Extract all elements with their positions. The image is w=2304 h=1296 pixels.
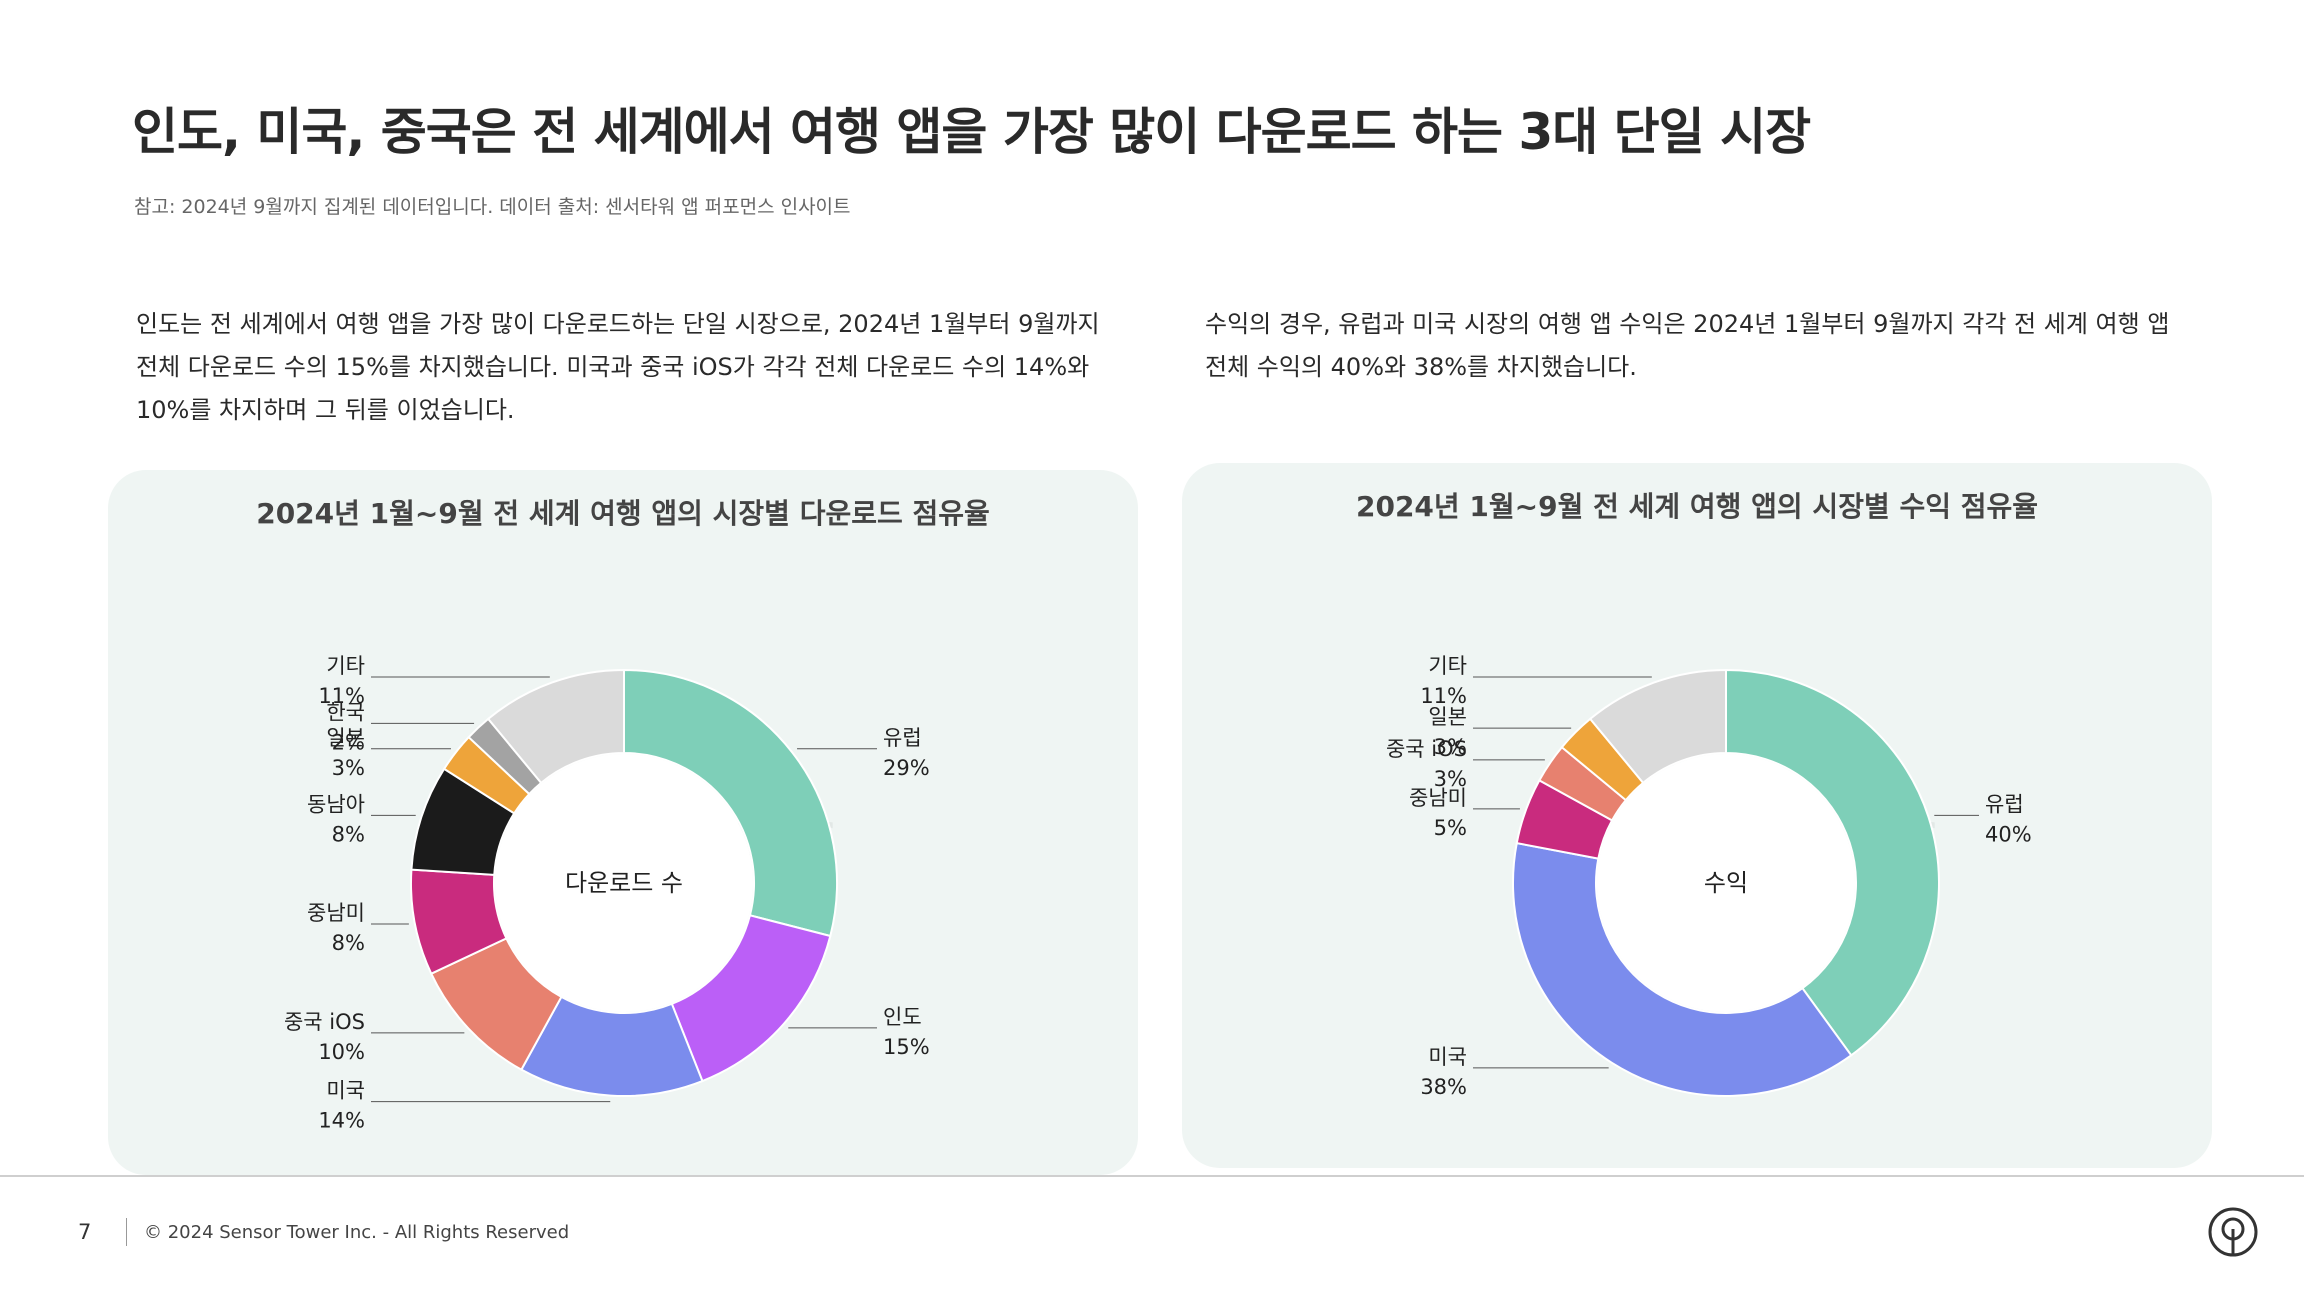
downloads-value-중국-ios: 10% [318, 1040, 365, 1064]
downloads-label-중국-ios: 중국 iOS [284, 1010, 365, 1034]
downloads-value-동남아: 8% [332, 822, 365, 846]
downloads-label-유럽: 유럽 [883, 726, 922, 750]
downloads-label-기타: 기타 [326, 654, 365, 678]
description-revenue: 수익의 경우, 유럽과 미국 시장의 여행 앱 수익은 2024년 1월부터 9… [1205, 310, 2170, 381]
revenue-label-기타: 기타 [1428, 654, 1467, 678]
downloads-value-일본: 3% [332, 756, 365, 780]
revenue-chart-panel: 2024년 1월~9월 전 세계 여행 앱의 시장별 수익 점유율 Sensor… [1182, 463, 2212, 1168]
downloads-value-한국: 2% [332, 730, 365, 754]
footer-separator [126, 1218, 127, 1246]
copyright-text: © 2024 Sensor Tower Inc. - All Rights Re… [144, 1222, 570, 1243]
revenue-label-유럽: 유럽 [1985, 792, 2024, 816]
revenue-value-일본: 3% [1434, 735, 1467, 759]
revenue-value-중국-ios: 3% [1434, 767, 1467, 791]
downloads-label-한국: 한국 [326, 700, 365, 724]
revenue-value-유럽: 40% [1985, 822, 2032, 846]
revenue-value-기타: 11% [1420, 684, 1467, 708]
downloads-center-label: 다운로드 수 [565, 869, 683, 897]
downloads-label-미국: 미국 [326, 1079, 365, 1103]
downloads-value-인도: 15% [883, 1035, 930, 1059]
footer-divider [0, 1175, 2304, 1177]
downloads-value-중남미: 8% [332, 931, 365, 955]
downloads-slice-기타 [486, 668, 625, 785]
revenue-label-미국: 미국 [1428, 1045, 1467, 1069]
downloads-label-일본: 일본 [326, 726, 365, 750]
revenue-slice-미국 [1512, 841, 1853, 1097]
downloads-label-인도: 인도 [883, 1005, 922, 1029]
downloads-chart-title: 2024년 1월~9월 전 세계 여행 앱의 시장별 다운로드 점유율 [256, 497, 990, 530]
page-number: 7 [78, 1220, 92, 1244]
revenue-value-미국: 38% [1420, 1075, 1467, 1099]
downloads-label-동남아: 동남아 [307, 792, 365, 816]
revenue-donut-hole [1597, 754, 1855, 1012]
revenue-slice-유럽 [1725, 668, 1940, 1057]
revenue-label-중남미: 중남미 [1409, 786, 1467, 810]
revenue-center-label: 수익 [1704, 869, 1748, 897]
downloads-slice-유럽 [623, 668, 838, 938]
revenue-slice-기타 [1588, 668, 1727, 785]
downloads-value-유럽: 29% [883, 756, 930, 780]
downloads-label-중남미: 중남미 [307, 901, 365, 925]
sensor-tower-logo-icon [2206, 1205, 2260, 1263]
downloads-donut-hole [495, 754, 753, 1012]
downloads-chart-panel: 2024년 1월~9월 전 세계 여행 앱의 시장별 다운로드 점유율 Sens… [108, 470, 1138, 1175]
description-downloads: 인도는 전 세계에서 여행 앱을 가장 많이 다운로드하는 단일 시장으로, 2… [136, 310, 1100, 424]
revenue-value-중남미: 5% [1434, 816, 1467, 840]
revenue-chart-title: 2024년 1월~9월 전 세계 여행 앱의 시장별 수익 점유율 [1355, 490, 2039, 523]
downloads-value-기타: 11% [318, 684, 365, 708]
source-note: 참고: 2024년 9월까지 집계된 데이터입니다. 데이터 출처: 센서타워 … [134, 196, 851, 218]
page-title: 인도, 미국, 중국은 전 세계에서 여행 앱을 가장 많이 다운로드 하는 3… [132, 103, 1811, 161]
downloads-value-미국: 14% [318, 1109, 365, 1133]
revenue-label-일본: 일본 [1428, 705, 1467, 729]
revenue-label-중국-ios: 중국 iOS [1386, 737, 1467, 761]
